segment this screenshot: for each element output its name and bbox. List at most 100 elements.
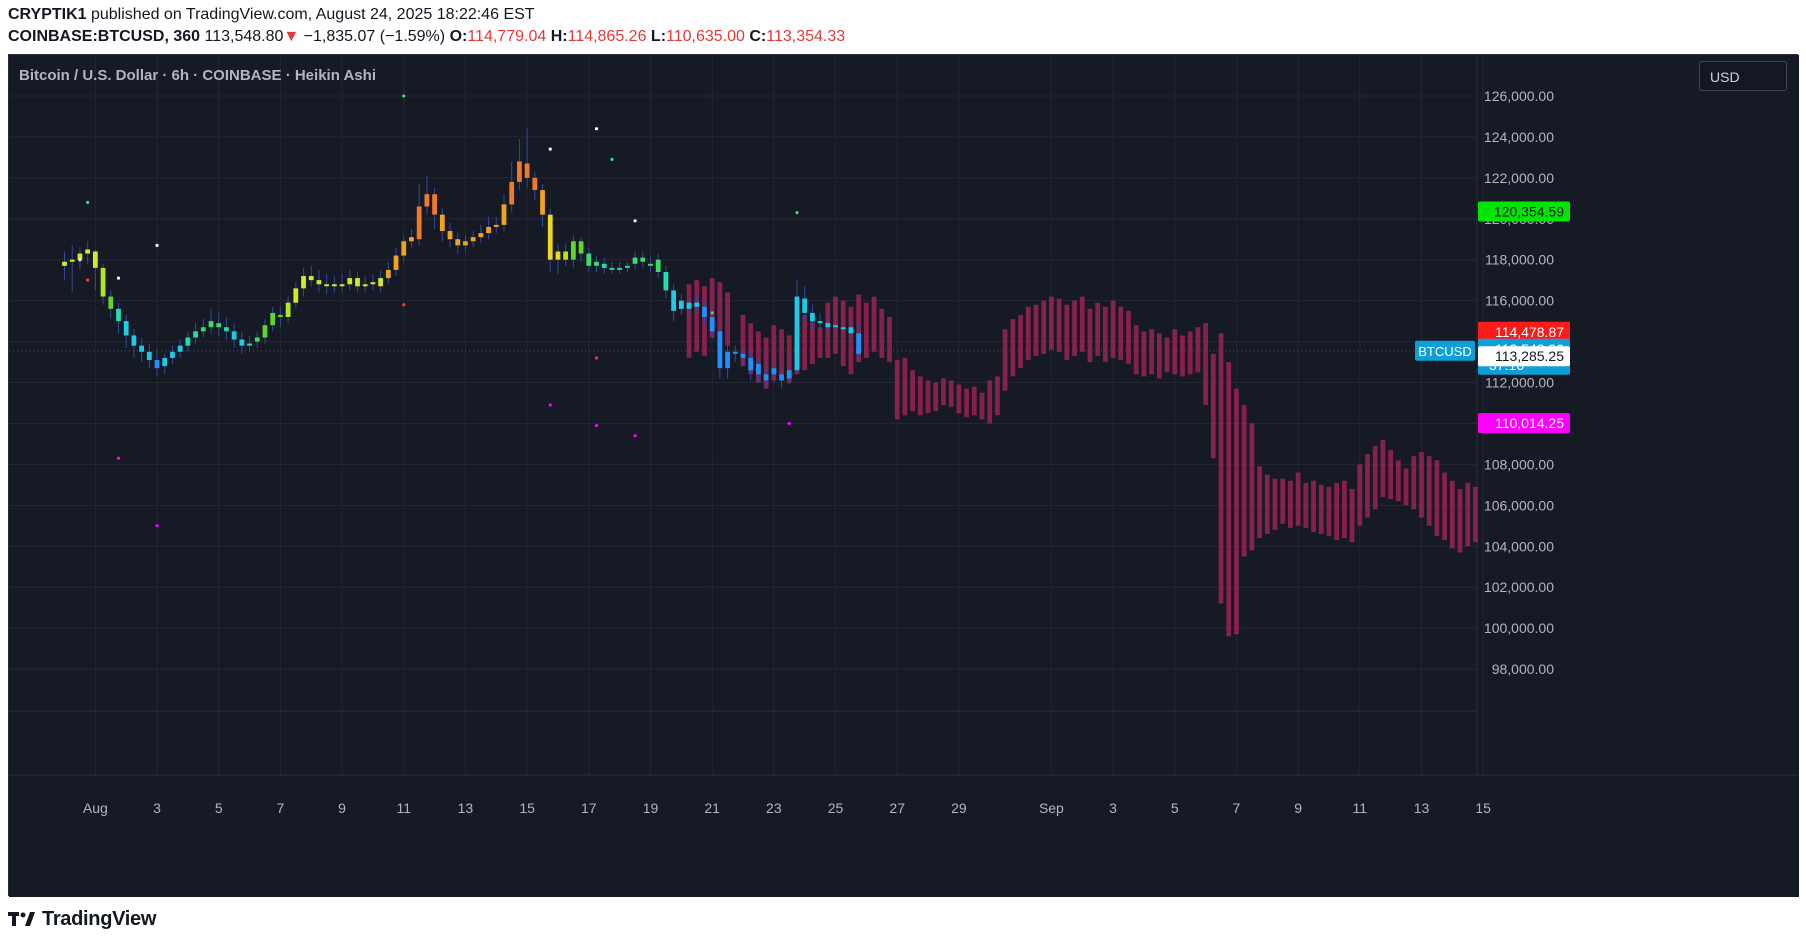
candle-body (200, 327, 206, 332)
tradingview-brand[interactable]: TradingView (42, 907, 157, 930)
x-tick-label: 7 (1233, 800, 1241, 816)
projection-bar (1426, 456, 1432, 526)
y-tick-label: 116,000.00 (1485, 293, 1554, 309)
projection-bar (971, 386, 977, 416)
projection-bar (1156, 333, 1162, 379)
y-tick-label: 108,000.00 (1484, 456, 1554, 472)
publisher-name[interactable]: CRYPTIK1 (8, 6, 87, 23)
projection-bar (1203, 323, 1208, 406)
projection-bar (1072, 300, 1077, 356)
projection-bar (1102, 306, 1108, 363)
candle-body (717, 331, 723, 369)
projection-bar (1241, 405, 1247, 557)
projection-bar (1018, 314, 1023, 369)
candle-body (170, 351, 175, 358)
projection-bar (1226, 362, 1232, 637)
price-tag-label: 113,285.25 (1495, 348, 1564, 364)
projection-bar (756, 331, 761, 383)
y-tick-label: 126,000.00 (1484, 88, 1554, 104)
projection-bar (871, 296, 877, 352)
projection-bar (1041, 300, 1047, 354)
candle-body (92, 251, 98, 268)
projection-bar (1311, 480, 1316, 532)
signal-dot (548, 147, 552, 151)
candle-body (594, 261, 599, 266)
candle-body (62, 261, 67, 266)
candle-body (69, 259, 75, 262)
x-tick-label: 7 (276, 800, 284, 816)
candle-body (339, 284, 345, 287)
symbol-interval: COINBASE:BTCUSD, 360 (8, 28, 201, 45)
candle-body (216, 323, 222, 328)
projection-bar (802, 314, 808, 371)
candle-body (547, 214, 553, 260)
chart-container[interactable]: 98,000.00 100,000.00 102,000.00 104,000.00 1… (8, 54, 1799, 897)
projection-bar (964, 388, 969, 418)
x-tick-label: Aug (83, 800, 108, 816)
signal-dot (86, 200, 90, 204)
candle-body (617, 267, 623, 270)
projection-bar (1264, 474, 1270, 534)
price-tag (1478, 413, 1570, 434)
projection-bar (1303, 482, 1309, 528)
projection-bar (987, 380, 993, 424)
projection-bar (925, 380, 931, 414)
projection-bar (1318, 484, 1324, 534)
currency-selector[interactable]: USD (1699, 61, 1787, 91)
projection-bar (848, 306, 854, 375)
signal-dot (155, 524, 159, 528)
projection-bar (956, 384, 962, 414)
signal-dot (155, 243, 159, 247)
candle-body (848, 327, 854, 334)
candle-body (355, 278, 360, 287)
candle-body (586, 253, 592, 266)
candle-body (509, 181, 515, 205)
projection-bar (1218, 333, 1224, 604)
projection-bar (1272, 478, 1278, 530)
price-change: −1,835.07 (−1.59%) (303, 28, 446, 45)
x-tick-label: 11 (1353, 800, 1368, 816)
x-tick-label: 13 (1414, 800, 1430, 816)
projection-bar (694, 280, 700, 352)
x-tick-label: 15 (519, 800, 535, 816)
projection-bar (941, 378, 946, 406)
projection-bar (1442, 472, 1448, 541)
projection-bar (1457, 488, 1463, 553)
candle-body (324, 284, 330, 287)
projection-bar (1372, 445, 1378, 510)
projection-bar (1087, 308, 1093, 363)
x-tick-label: 23 (766, 800, 782, 816)
tradingview-logo-icon (8, 912, 35, 926)
projection-bar (1295, 472, 1301, 526)
projection-bar (1411, 456, 1417, 510)
price-chart[interactable]: 98,000.00 100,000.00 102,000.00 104,000.00 1… (9, 55, 1799, 897)
candle-body (570, 241, 576, 260)
projection-bar (810, 321, 815, 365)
change-arrow-icon: ▼ (283, 28, 300, 45)
x-tick-label: 15 (1475, 800, 1491, 816)
candle-body (416, 206, 422, 240)
candle-body (308, 276, 314, 281)
y-tick-label: 106,000.00 (1484, 497, 1554, 513)
symbol-tag-label: BTCUSD (1418, 344, 1471, 359)
projection-bar (887, 317, 892, 363)
candle-body (493, 224, 499, 227)
candle-body (378, 278, 384, 287)
projection-bar (1002, 329, 1008, 391)
projection-bar (1280, 478, 1286, 524)
projection-bar (1195, 327, 1201, 373)
projection-bar (725, 292, 730, 346)
candle-body (409, 237, 414, 242)
projection-bar (1164, 337, 1170, 373)
projection-bar (1288, 480, 1293, 528)
candle-body (370, 282, 376, 285)
x-tick-label: Sep (1039, 800, 1064, 816)
projection-bar (1064, 304, 1070, 360)
candle-body (686, 302, 692, 309)
projection-bar (1187, 331, 1193, 375)
signal-dot (795, 211, 799, 215)
candle-body (108, 296, 114, 309)
price-tag-label: 120,354.59 (1494, 203, 1564, 219)
price-tag (1478, 321, 1570, 342)
signal-dot (710, 311, 714, 315)
